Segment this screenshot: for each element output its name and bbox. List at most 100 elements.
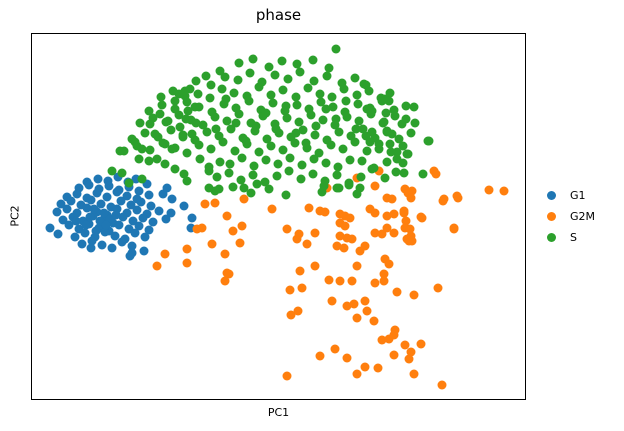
scatter-point-s [331,114,341,124]
scatter-point-s [190,102,200,112]
scatter-point-g2m [377,229,387,239]
scatter-point-s [256,105,266,115]
scatter-point-s [206,144,216,154]
scatter-point-g2m [355,246,365,256]
s-marker-icon [547,233,556,242]
scatter-point-s [134,154,144,164]
scatter-point-s [314,148,324,158]
scatter-point-s [117,168,127,178]
scatter-point-s [303,83,313,93]
scatter-point-s [274,128,284,138]
scatter-point-s [186,115,196,125]
scatter-point-s [390,111,400,121]
scatter-point-s [385,139,395,149]
scatter-point-s [281,101,291,111]
scatter-point-s [316,97,326,107]
scatter-point-s [257,77,267,87]
scatter-point-g1 [72,208,82,218]
scatter-point-s [384,96,394,106]
scatter-point-g2m [379,276,389,286]
scatter-point-g2m [390,325,400,335]
scatter-point-s [324,63,334,73]
scatter-point-g1 [76,200,86,210]
legend-label-s: S [570,231,577,244]
scatter-point-s [410,118,420,128]
scatter-point-g1 [114,220,124,230]
scatter-point-s [266,90,276,100]
scatter-point-g2m [285,285,295,295]
scatter-point-s [333,162,343,172]
scatter-point-s [326,140,336,150]
scatter-point-s [198,120,208,130]
scatter-point-g1 [179,201,189,211]
scatter-point-s [124,178,134,188]
scatter-point-s [402,149,412,159]
scatter-point-s [392,154,402,164]
scatter-point-g2m [416,339,426,349]
scatter-point-g2m [389,228,399,238]
scatter-point-g2m [182,258,192,268]
scatter-point-s [145,145,155,155]
scatter-point-s [261,108,271,118]
scatter-point-s [157,100,167,110]
scatter-point-g2m [342,301,352,311]
scatter-point-g1 [139,246,149,256]
scatter-point-s [354,116,364,126]
scatter-point-s [260,177,270,187]
scatter-point-s [306,110,316,120]
scatter-point-s [309,154,319,164]
scatter-point-g2m [197,223,207,233]
scatter-point-s [292,100,302,110]
scatter-point-s [191,118,201,128]
scatter-point-s [214,184,224,194]
scatter-point-g2m [210,198,220,208]
scatter-point-s [370,133,380,143]
scatter-point-s [319,181,329,191]
scatter-point-s [182,176,192,186]
scatter-point-g1 [80,228,90,238]
scatter-point-s [401,114,411,124]
scatter-point-g2m [370,208,380,218]
scatter-point-g2m [369,316,379,326]
scatter-point-s [210,112,220,122]
scatter-point-g2m [222,211,232,221]
scatter-point-s [309,76,319,86]
scatter-point-g2m [340,211,350,221]
scatter-point-s [170,104,180,114]
scatter-point-s [160,159,170,169]
scatter-point-s [321,104,331,114]
scatter-point-g2m [315,206,325,216]
scatter-point-s [382,127,392,137]
scatter-point-s [281,190,291,200]
scatter-point-g1 [117,237,127,247]
legend-item-s: S [541,227,595,248]
scatter-point-s [344,180,354,190]
scatter-point-g1 [86,195,96,205]
scatter-point-g2m [403,188,413,198]
scatter-point-s [270,70,280,80]
y-axis-label: PC2 [8,205,22,227]
scatter-point-s [358,124,368,134]
scatter-point-s [148,113,158,123]
scatter-point-s [254,147,264,157]
scatter-point-g2m [352,313,362,323]
scatter-point-s [320,176,330,186]
scatter-point-g1 [131,174,141,184]
scatter-point-s [379,117,389,127]
scatter-point-g2m [433,283,443,293]
scatter-point-g2m [362,306,372,316]
scatter-point-g2m [404,354,414,364]
scatter-point-s [246,118,256,128]
scatter-point-g2m [360,241,370,251]
scatter-point-s [225,159,235,169]
scatter-point-g2m [349,299,359,309]
scatter-point-g2m [352,369,362,379]
scatter-point-g2m [392,287,402,297]
scatter-point-g2m [400,223,410,233]
scatter-point-s [150,129,160,139]
scatter-point-g1 [148,217,158,227]
scatter-point-s [280,106,290,116]
scatter-point-g1 [82,203,92,213]
scatter-point-s [268,98,278,108]
scatter-point-s [386,147,396,157]
